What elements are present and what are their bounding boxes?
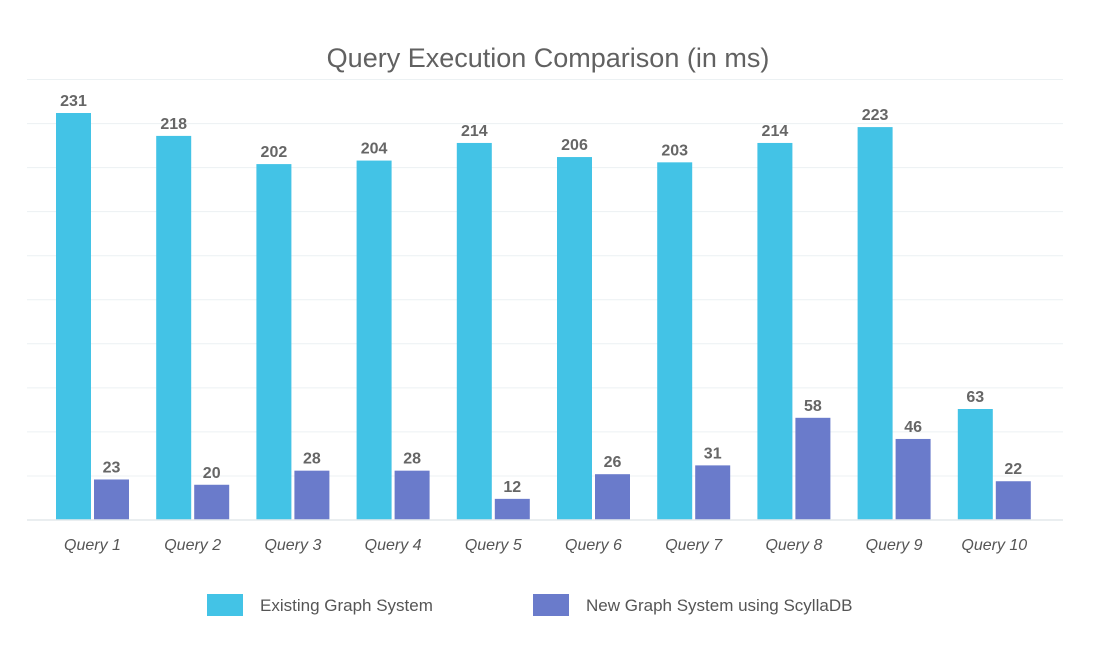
value-label-scylladb-1: 23 bbox=[103, 459, 121, 476]
value-label-existing-4: 204 bbox=[361, 141, 388, 158]
value-label-scylladb-5: 12 bbox=[503, 479, 521, 496]
bar-scylladb-8 bbox=[795, 417, 831, 520]
bar-scylladb-1 bbox=[94, 479, 129, 520]
bar-existing-5 bbox=[456, 142, 492, 520]
x-tick-label: Query 5 bbox=[465, 537, 522, 554]
legend-swatch-scylladb bbox=[533, 594, 569, 616]
value-label-scylladb-2: 20 bbox=[203, 465, 221, 482]
x-tick-label: Query 10 bbox=[961, 537, 1027, 554]
x-tick-label: Query 7 bbox=[665, 537, 723, 554]
bar-scylladb-5 bbox=[494, 498, 530, 520]
value-label-existing-2: 218 bbox=[160, 116, 187, 133]
bar-scylladb-4 bbox=[394, 470, 430, 520]
value-label-existing-10: 63 bbox=[966, 389, 984, 406]
bar-scylladb-6 bbox=[595, 474, 630, 520]
bar-scylladb-7 bbox=[695, 465, 731, 520]
x-tick-label: Query 9 bbox=[866, 537, 923, 554]
value-label-existing-5: 214 bbox=[461, 123, 488, 140]
value-label-scylladb-4: 28 bbox=[403, 451, 421, 468]
value-label-existing-7: 203 bbox=[661, 142, 688, 159]
x-tick-label: Query 3 bbox=[264, 537, 321, 554]
bar-existing-2 bbox=[156, 135, 192, 520]
bar-scylladb-10 bbox=[995, 481, 1031, 520]
bar-existing-4 bbox=[356, 160, 392, 521]
chart-title: Query Execution Comparison (in ms) bbox=[327, 43, 770, 73]
bar-existing-1 bbox=[56, 113, 91, 520]
value-label-scylladb-10: 22 bbox=[1004, 461, 1022, 478]
bar-existing-9 bbox=[857, 127, 893, 520]
bar-existing-8 bbox=[757, 142, 793, 520]
bar-existing-6 bbox=[557, 157, 592, 521]
x-tick-label: Query 1 bbox=[64, 537, 121, 554]
value-label-existing-8: 214 bbox=[762, 123, 789, 140]
bar-scylladb-3 bbox=[294, 470, 330, 520]
value-label-existing-9: 223 bbox=[862, 107, 889, 124]
legend: Existing Graph System New Graph System us… bbox=[207, 594, 852, 616]
bar-existing-10 bbox=[957, 409, 993, 520]
x-axis: Query 1 Query 2 Query 3 Query 4 Query 5 Query… bbox=[27, 519, 1063, 554]
value-label-scylladb-7: 31 bbox=[704, 445, 722, 462]
bar-existing-7 bbox=[657, 162, 693, 521]
legend-label-existing: Existing Graph System bbox=[260, 596, 433, 615]
x-tick-label: Query 8 bbox=[765, 537, 822, 554]
bar-existing-3 bbox=[256, 164, 292, 520]
legend-swatch-existing bbox=[207, 594, 243, 616]
value-label-scylladb-8: 58 bbox=[804, 398, 822, 415]
value-label-scylladb-9: 46 bbox=[904, 419, 922, 436]
value-labels: 231 23 218 20 202 28 204 28 214 12 206 26 203 31 214 58… bbox=[60, 93, 1022, 496]
bar-scylladb-9 bbox=[895, 438, 931, 520]
bar-scylladb-2 bbox=[194, 484, 230, 520]
x-tick-label: Query 2 bbox=[164, 537, 221, 554]
value-label-scylladb-6: 26 bbox=[604, 454, 622, 471]
value-label-existing-1: 231 bbox=[60, 93, 87, 110]
x-tick-label: Query 6 bbox=[565, 537, 622, 554]
gridlines bbox=[27, 79, 1063, 477]
legend-label-scylladb: New Graph System using ScyllaDB bbox=[586, 596, 852, 615]
value-label-existing-3: 202 bbox=[261, 144, 288, 161]
value-label-existing-6: 206 bbox=[561, 137, 588, 154]
value-label-scylladb-3: 28 bbox=[303, 451, 321, 468]
bars bbox=[56, 113, 1031, 521]
x-tick-label: Query 4 bbox=[365, 537, 422, 554]
